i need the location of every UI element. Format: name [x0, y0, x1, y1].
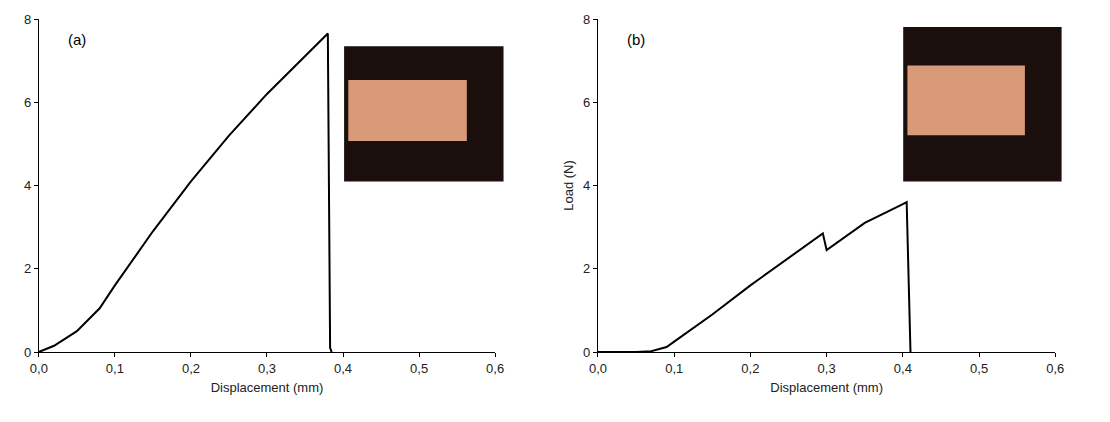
- svg-text:Load (N): Load (N): [561, 160, 576, 211]
- svg-text:0,6: 0,6: [1046, 361, 1064, 376]
- svg-text:0,2: 0,2: [741, 361, 759, 376]
- svg-text:4: 4: [583, 178, 590, 193]
- svg-text:Displacement (mm): Displacement (mm): [770, 380, 883, 395]
- svg-text:4: 4: [24, 178, 31, 193]
- svg-text:0: 0: [583, 345, 590, 360]
- svg-text:2: 2: [24, 261, 31, 276]
- svg-text:(a): (a): [68, 31, 86, 48]
- svg-text:0,1: 0,1: [106, 361, 124, 376]
- svg-text:0,4: 0,4: [894, 361, 912, 376]
- svg-text:2: 2: [583, 261, 590, 276]
- svg-text:(b): (b): [627, 31, 645, 48]
- svg-text:0,5: 0,5: [410, 361, 428, 376]
- svg-text:0,2: 0,2: [182, 361, 200, 376]
- svg-text:0,4: 0,4: [334, 361, 352, 376]
- svg-text:0,5: 0,5: [970, 361, 988, 376]
- svg-text:6: 6: [583, 95, 590, 110]
- svg-text:0,6: 0,6: [486, 361, 504, 376]
- svg-text:0,3: 0,3: [818, 361, 836, 376]
- svg-text:0,3: 0,3: [258, 361, 276, 376]
- svg-text:8: 8: [24, 12, 31, 27]
- svg-text:6: 6: [24, 95, 31, 110]
- svg-text:Displacement (mm): Displacement (mm): [211, 380, 324, 395]
- svg-text:0,1: 0,1: [665, 361, 683, 376]
- svg-text:0,0: 0,0: [30, 361, 48, 376]
- svg-text:8: 8: [583, 12, 590, 27]
- svg-text:0: 0: [24, 345, 31, 360]
- svg-text:0,0: 0,0: [589, 361, 607, 376]
